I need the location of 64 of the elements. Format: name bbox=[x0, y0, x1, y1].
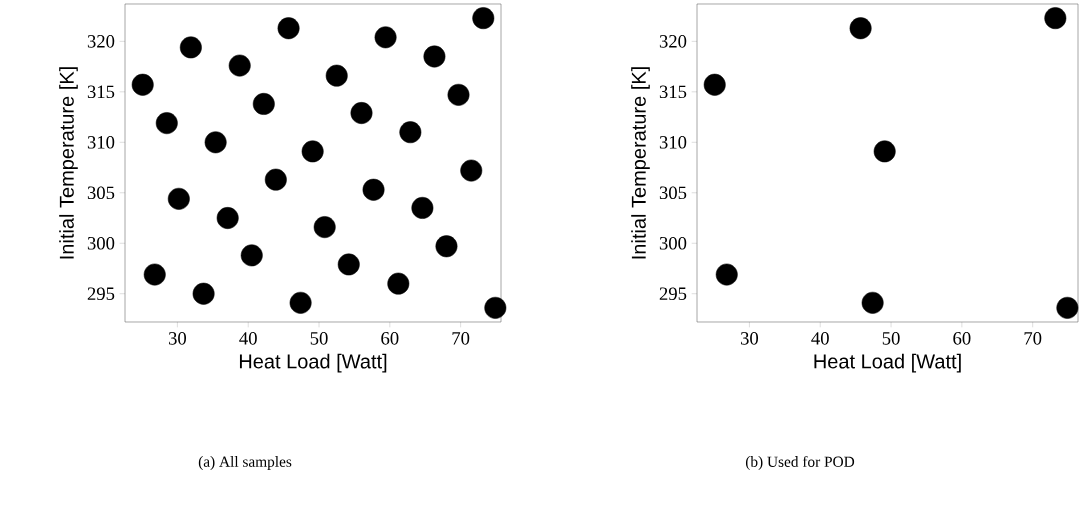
point bbox=[179, 36, 202, 59]
x-tick-label: 40 bbox=[239, 332, 257, 345]
point bbox=[337, 253, 360, 276]
x-tick-label: 60 bbox=[953, 332, 971, 345]
x-axis-title: Heat Load [Watt] bbox=[239, 353, 387, 373]
x-tick-label: 50 bbox=[310, 332, 328, 345]
text: (a) All samples bbox=[198, 456, 292, 470]
y-tick-label: 295 bbox=[659, 287, 687, 301]
point bbox=[192, 282, 215, 305]
point bbox=[484, 296, 507, 319]
point bbox=[472, 7, 495, 30]
point bbox=[155, 112, 178, 135]
point bbox=[399, 121, 422, 144]
point bbox=[374, 26, 397, 49]
y-tick-label: 315 bbox=[659, 85, 687, 99]
y-tick-label: 305 bbox=[659, 186, 687, 200]
point bbox=[362, 178, 385, 201]
point bbox=[216, 207, 239, 229]
point bbox=[167, 187, 190, 210]
x-tick-label: 60 bbox=[381, 332, 399, 345]
y-tick-label: 300 bbox=[659, 236, 687, 250]
point bbox=[131, 73, 154, 96]
y-tick-label: 310 bbox=[659, 136, 687, 149]
y-tick-label: 315 bbox=[87, 85, 115, 99]
y-tick-label: 310 bbox=[87, 136, 115, 149]
point bbox=[313, 216, 336, 239]
point bbox=[204, 131, 227, 154]
point bbox=[435, 235, 458, 258]
y-tick-label: 305 bbox=[87, 186, 115, 200]
y-tick-label: 295 bbox=[87, 287, 115, 301]
point bbox=[460, 159, 483, 182]
point bbox=[447, 83, 470, 106]
point bbox=[387, 272, 410, 295]
point bbox=[873, 140, 896, 163]
point bbox=[301, 140, 324, 163]
y-axis-title: Initial Temperature [K] bbox=[631, 67, 650, 259]
point bbox=[228, 54, 251, 77]
y-tick-label: 300 bbox=[87, 236, 115, 250]
point bbox=[277, 17, 300, 40]
point bbox=[240, 244, 263, 267]
y-tick-label: 320 bbox=[659, 35, 687, 48]
point bbox=[715, 263, 738, 286]
x-tick-label: 30 bbox=[740, 332, 759, 345]
point bbox=[289, 291, 312, 314]
point bbox=[411, 196, 434, 219]
x-axis-title: Heat Load [Watt] bbox=[814, 353, 961, 373]
text: (b) Used for POD bbox=[745, 455, 855, 471]
point bbox=[264, 168, 287, 191]
point bbox=[143, 263, 166, 286]
x-tick-label: 30 bbox=[168, 332, 187, 345]
point bbox=[423, 45, 446, 68]
point bbox=[703, 73, 726, 96]
point bbox=[325, 64, 348, 87]
x-tick-label: 70 bbox=[1024, 332, 1042, 345]
x-tick-label: 70 bbox=[452, 332, 470, 345]
y-tick-label: 320 bbox=[87, 35, 115, 48]
x-tick-label: 40 bbox=[811, 332, 829, 345]
point bbox=[861, 291, 884, 314]
point bbox=[849, 17, 872, 40]
point bbox=[252, 93, 275, 115]
point bbox=[350, 102, 373, 124]
x-tick-label: 50 bbox=[882, 332, 900, 345]
point bbox=[1044, 7, 1067, 30]
y-axis-title: Initial Temperature [K] bbox=[59, 67, 78, 259]
